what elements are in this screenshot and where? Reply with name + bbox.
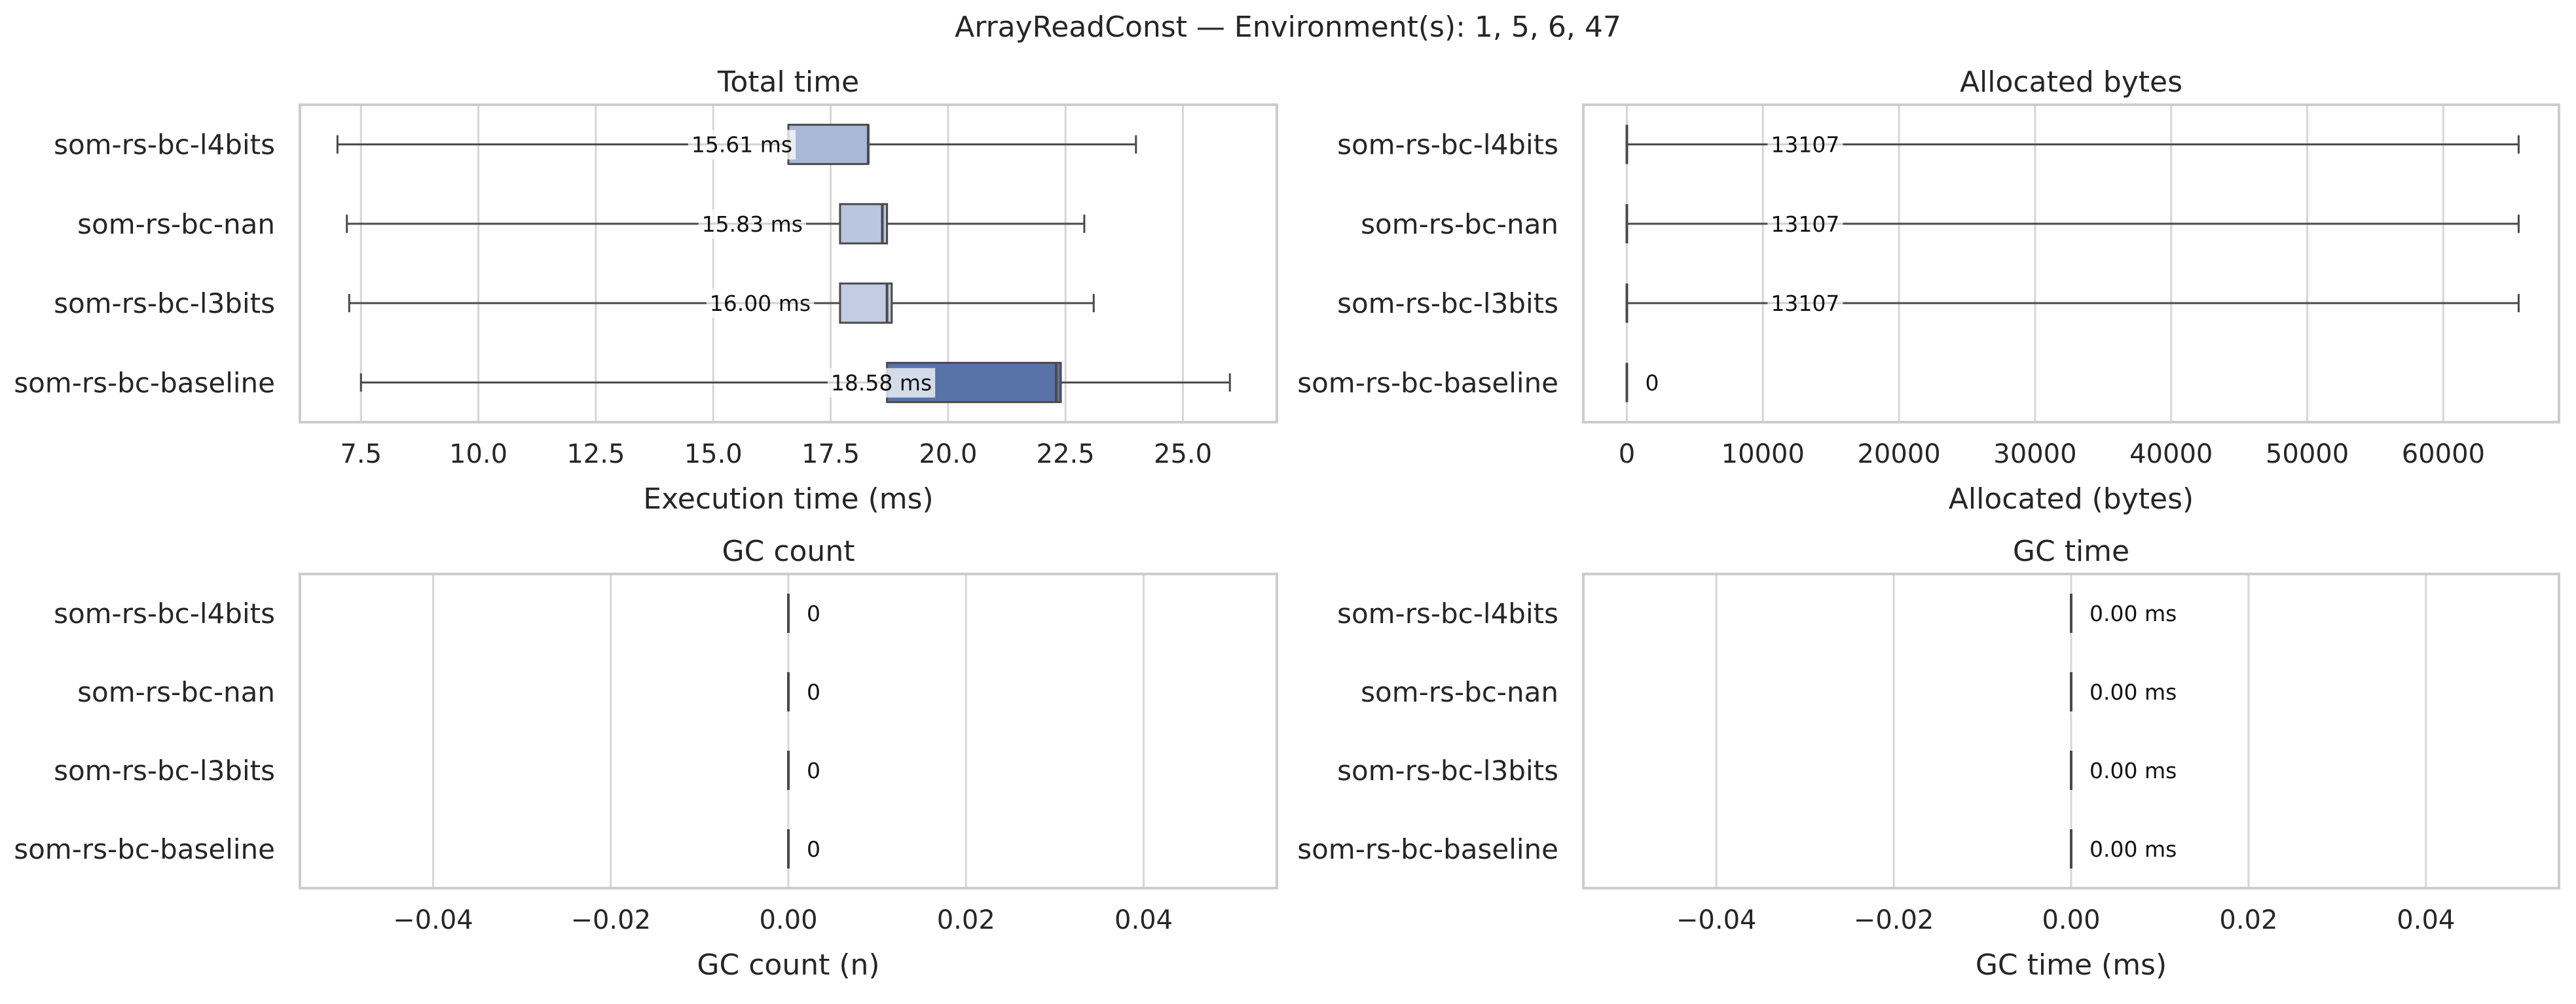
data-label: 16.00 ms	[710, 291, 811, 316]
data-label: 0	[807, 679, 820, 705]
tick-label-x: 15.0	[684, 439, 743, 469]
data-label-background	[1767, 209, 1843, 239]
tick-label-x: −0.04	[393, 905, 473, 935]
tick-label-x: 12.5	[566, 439, 625, 469]
data-label: 15.83 ms	[702, 211, 803, 237]
category-label: som-rs-bc-nan	[1361, 676, 1558, 708]
tick-label-x: 20.0	[919, 439, 977, 469]
tick-label-x: 0.00	[759, 905, 817, 935]
data-label-background	[1767, 130, 1843, 160]
tick-label-x: 60000	[2402, 439, 2485, 469]
data-label: 15.61 ms	[691, 132, 792, 158]
tick-label-x: 0.04	[1114, 905, 1173, 935]
category-label: som-rs-bc-nan	[77, 208, 275, 240]
data-label-background	[827, 368, 936, 398]
plot-frame	[1582, 573, 2560, 889]
category-label: som-rs-bc-baseline	[1297, 833, 1558, 865]
tick-label-x: 7.5	[340, 439, 382, 469]
tick-label-x: 17.5	[801, 439, 860, 469]
box	[839, 282, 893, 324]
tick-label-x: 0.04	[2397, 905, 2455, 935]
data-label: 0.00 ms	[2089, 758, 2177, 783]
category-label: som-rs-bc-baseline	[14, 833, 275, 865]
data-label: 13107	[1771, 211, 1839, 237]
tick-label-x: 0.00	[2042, 905, 2100, 935]
tick-label-x: −0.02	[1854, 905, 1934, 935]
tick-label-x: 50000	[2266, 439, 2349, 469]
plot-frame	[1582, 103, 2560, 423]
x-axis-label: GC count (n)	[697, 948, 879, 982]
tick-label-x: 22.5	[1037, 439, 1095, 469]
data-label: 0	[807, 836, 820, 862]
x-axis-label: Allocated (bytes)	[1949, 482, 2194, 516]
tick-label-x: −0.04	[1676, 905, 1757, 935]
category-label: som-rs-bc-l4bits	[1337, 598, 1558, 630]
data-label: 13107	[1771, 132, 1839, 158]
category-label: som-rs-bc-nan	[1361, 208, 1558, 240]
data-label: 18.58 ms	[831, 370, 932, 395]
data-label: 0	[1645, 370, 1659, 395]
tick-label-x: 0.02	[937, 905, 995, 935]
x-axis-label: GC time (ms)	[1976, 948, 2167, 982]
category-label: som-rs-bc-nan	[77, 676, 275, 708]
tick-label-x: 20000	[1857, 439, 1940, 469]
panel-title: Total time	[717, 65, 859, 99]
category-label: som-rs-bc-baseline	[1297, 367, 1558, 399]
tick-label-x: −0.02	[570, 905, 651, 935]
plot-frame	[299, 103, 1278, 423]
panel-title: GC time	[2013, 535, 2129, 568]
figure-title: ArrayReadConst — Environment(s): 1, 5, 6…	[955, 10, 1621, 44]
data-label-background	[698, 209, 806, 239]
category-label: som-rs-bc-l4bits	[1337, 129, 1558, 161]
tick-label-x: 10.0	[449, 439, 507, 469]
tick-label-x: 0.02	[2219, 905, 2277, 935]
box	[787, 124, 870, 166]
panel-title: Allocated bytes	[1960, 65, 2182, 99]
data-label-background	[688, 130, 796, 160]
category-label: som-rs-bc-l3bits	[1337, 755, 1558, 787]
tick-label-x: 40000	[2129, 439, 2213, 469]
data-label: 0.00 ms	[2089, 679, 2177, 705]
data-label: 0	[807, 758, 820, 783]
tick-label-x: 25.0	[1154, 439, 1212, 469]
tick-label-x: 30000	[1993, 439, 2076, 469]
plot-frame	[299, 573, 1278, 889]
data-label: 0.00 ms	[2089, 836, 2177, 862]
category-label: som-rs-bc-l3bits	[1337, 287, 1558, 319]
data-label-background	[1767, 289, 1843, 319]
x-axis-label: Execution time (ms)	[643, 482, 933, 516]
panel-title: GC count	[722, 535, 855, 568]
data-label: 0.00 ms	[2089, 601, 2177, 626]
category-label: som-rs-bc-baseline	[14, 367, 275, 399]
data-label: 13107	[1771, 291, 1839, 316]
category-label: som-rs-bc-l3bits	[54, 287, 275, 319]
category-label: som-rs-bc-l4bits	[54, 129, 275, 161]
box	[839, 203, 889, 245]
data-label: 0	[807, 601, 820, 626]
data-label-background	[706, 289, 815, 319]
tick-label-x: 10000	[1721, 439, 1805, 469]
category-label: som-rs-bc-l3bits	[54, 755, 275, 787]
category-label: som-rs-bc-l4bits	[54, 598, 275, 630]
tick-label-x: 0	[1619, 439, 1635, 469]
